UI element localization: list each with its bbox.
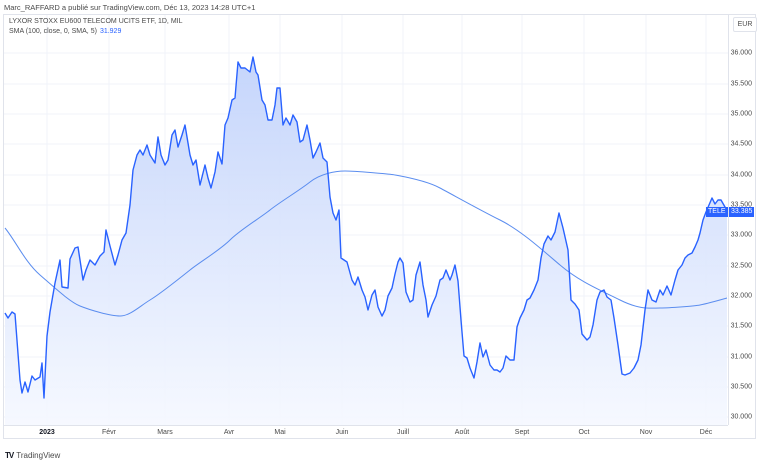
y-tick: 34.000 xyxy=(730,171,752,179)
y-tick: 31.000 xyxy=(730,353,752,361)
price-line xyxy=(4,56,728,399)
chart-frame xyxy=(3,14,756,439)
x-tick: Juill xyxy=(396,429,410,436)
x-tick: Déc xyxy=(699,429,713,436)
y-tick: 30.000 xyxy=(730,413,752,421)
x-tick: Avr xyxy=(223,429,235,436)
price-area-fill xyxy=(5,57,727,425)
y-tick: 34.500 xyxy=(730,140,752,148)
sma-legend-row: SMA (100, close, 0, SMA, 5) 31.929 xyxy=(9,27,183,37)
time-axis[interactable] xyxy=(3,425,728,440)
y-tick: 36.000 xyxy=(730,49,752,57)
y-tick: 33.000 xyxy=(730,231,752,239)
price-axis[interactable] xyxy=(728,14,757,425)
chart-legend: LYXOR STOXX EU600 TELECOM UCITS ETF, 1D,… xyxy=(9,17,183,37)
tradingview-logo-icon: TV xyxy=(5,451,14,460)
y-tick: 35.000 xyxy=(730,110,752,118)
y-tick: 32.500 xyxy=(730,262,752,270)
sma-label: SMA (100, close, 0, SMA, 5) xyxy=(9,28,97,35)
currency-button[interactable]: EUR xyxy=(733,17,757,32)
x-tick: Juin xyxy=(335,429,349,436)
publisher-credit: Marc_RAFFARD a publié sur TradingView.co… xyxy=(4,3,256,12)
sma-value: 31.929 xyxy=(99,28,122,35)
x-tick: Mars xyxy=(157,429,173,436)
x-tick: Nov xyxy=(639,429,653,436)
y-tick: 31.500 xyxy=(730,322,752,330)
symbol-tag: TELE xyxy=(706,207,728,217)
x-tick: Août xyxy=(454,429,470,436)
x-tick: Oct xyxy=(578,429,590,436)
y-tick: 35.500 xyxy=(730,80,752,88)
y-tick: 33.500 xyxy=(730,201,752,209)
sma-line xyxy=(4,170,728,317)
last-price-tag: 33.385 xyxy=(729,207,755,217)
y-tick: 30.500 xyxy=(730,383,752,391)
symbol-title: LYXOR STOXX EU600 TELECOM UCITS ETF, 1D,… xyxy=(9,18,183,25)
y-tick: 32.000 xyxy=(730,292,752,300)
tradingview-branding[interactable]: TV TradingView xyxy=(5,451,60,460)
x-tick: 2023 xyxy=(39,429,55,436)
x-tick: Sept xyxy=(514,429,530,436)
brand-name: TradingView xyxy=(16,451,61,460)
x-tick: Févr xyxy=(102,429,116,436)
x-tick: Mai xyxy=(274,429,286,436)
